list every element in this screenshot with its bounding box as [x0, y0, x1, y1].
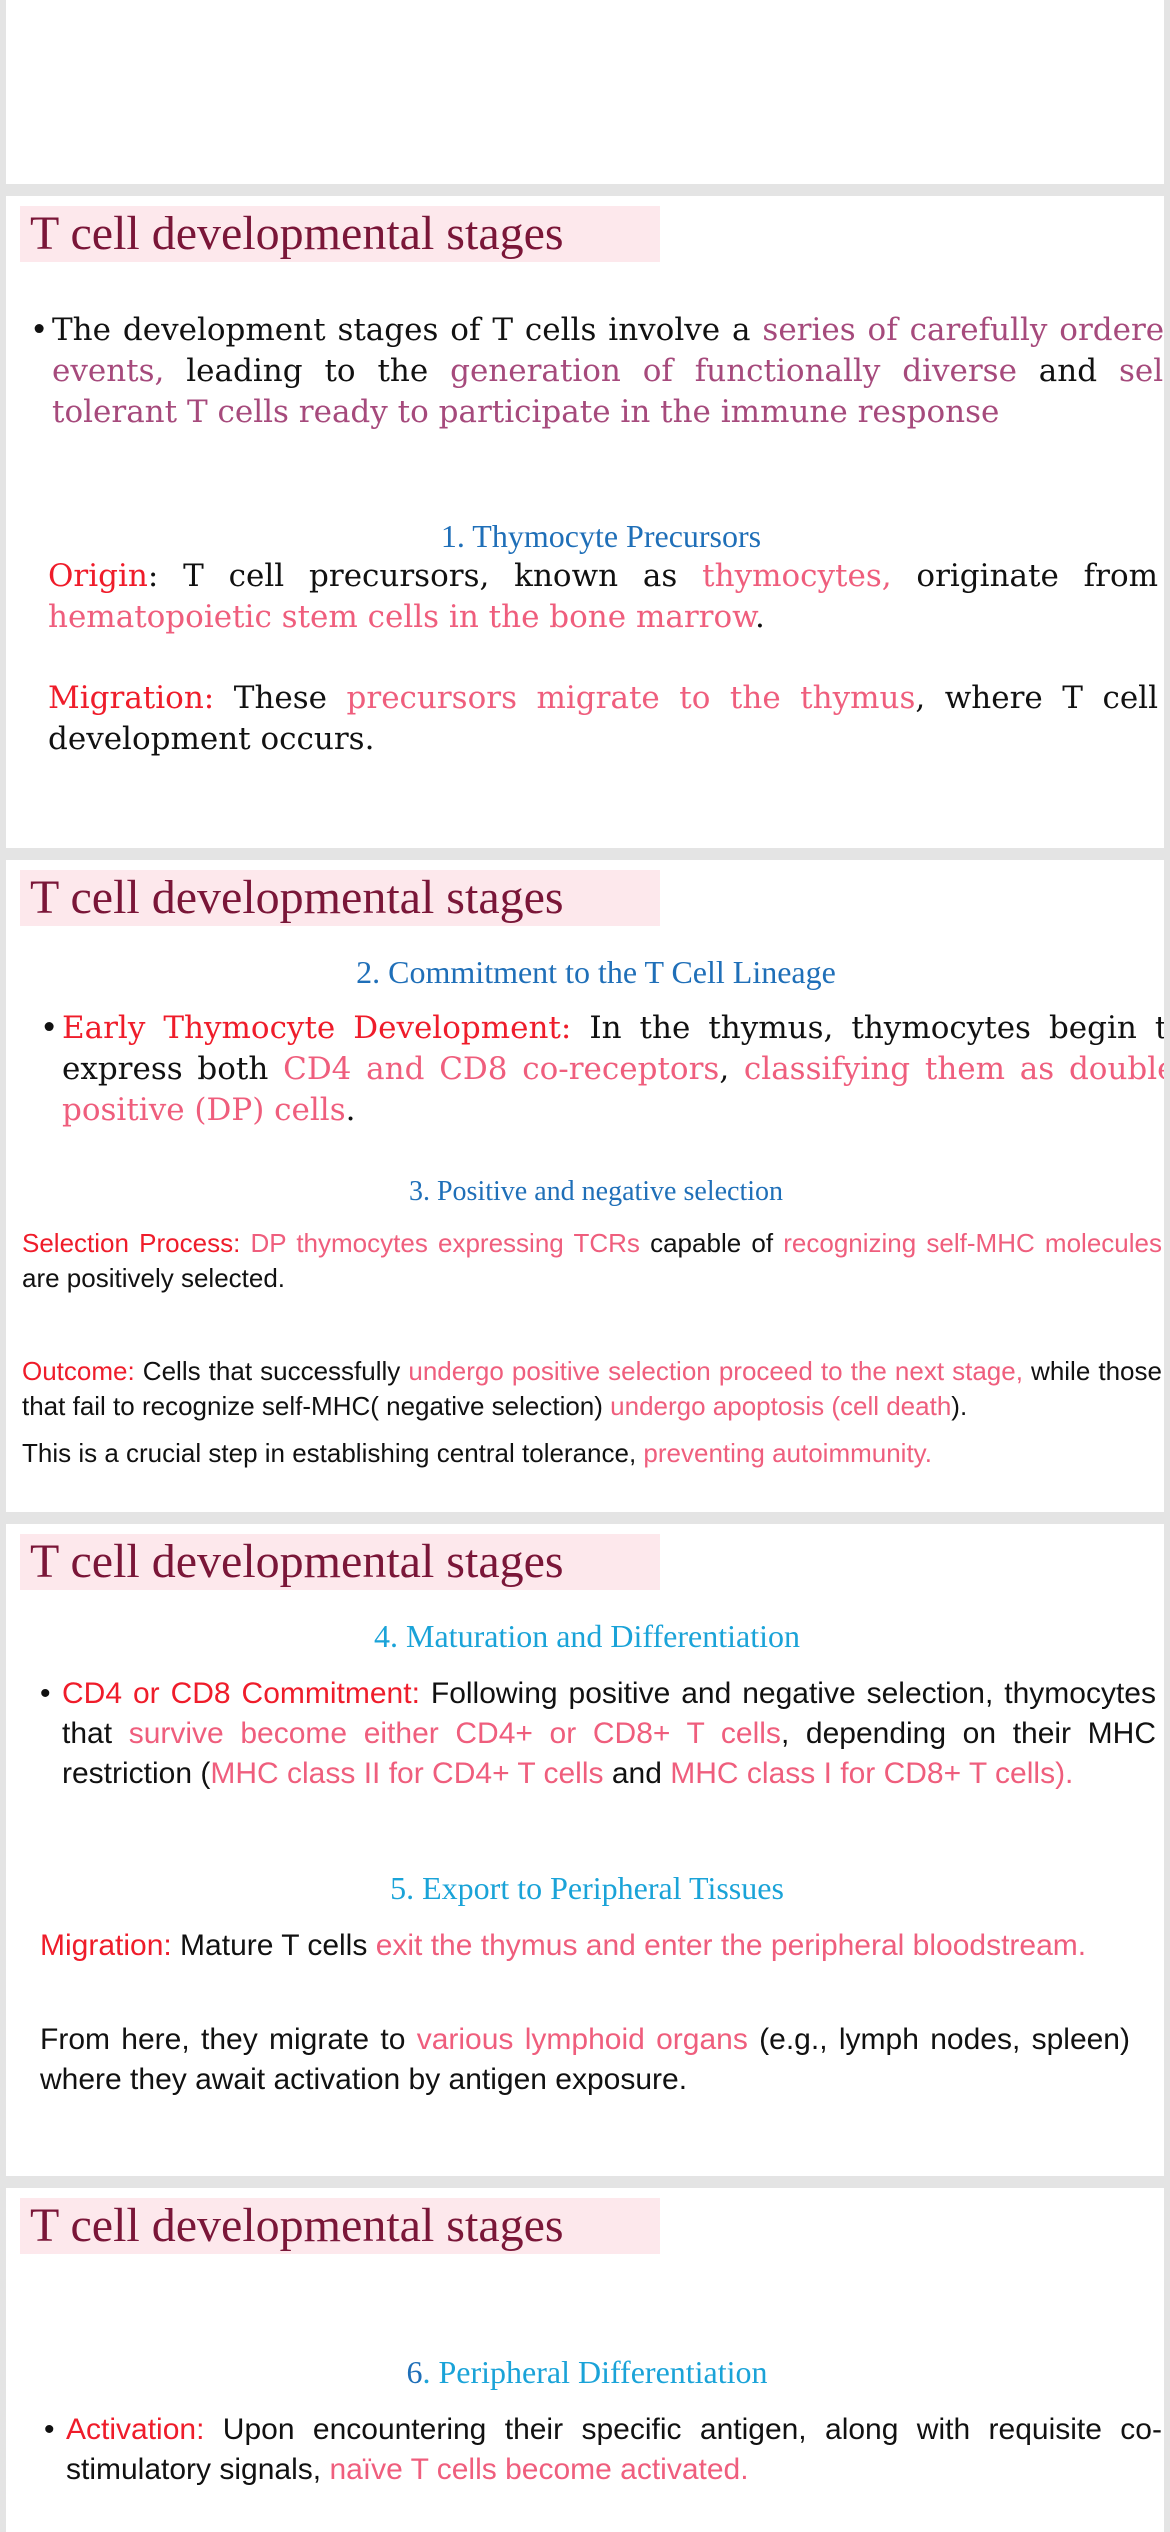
- slide-title: T cell developmental stages: [30, 1535, 564, 1588]
- origin-paragraph: Origin: T cell precursors, known as thym…: [48, 558, 1158, 635]
- export-migration-paragraph: Migration: Mature T cells exit the thymu…: [40, 1929, 1087, 1962]
- section-heading-peripheral: 6. Peripheral Differentiation: [406, 2354, 768, 2390]
- activation-label: Activation:: [66, 2413, 205, 2446]
- commitment-label: CD4 or CD8 Commitment:: [62, 1677, 420, 1710]
- intro-paragraph: The development stages of T cells involv…: [26, 310, 1164, 433]
- section-heading-commitment: 2. Commitment to the T Cell Lineage: [356, 954, 836, 990]
- section-heading-maturation: 4. Maturation and Differentiation: [374, 1618, 800, 1654]
- early-development-label: Early Thymocyte Development:: [62, 1010, 572, 1046]
- origin-label: Origin: [48, 558, 148, 594]
- tolerance-paragraph: This is a crucial step in establishing c…: [22, 1438, 932, 1468]
- section-heading-export: 5. Export to Peripheral Tissues: [390, 1870, 784, 1906]
- outcome-paragraph: Outcome: Cells that successfully undergo…: [22, 1356, 1162, 1421]
- slide-maturation-export: T cell developmental stages 4. Maturatio…: [6, 1524, 1164, 2176]
- title-band: [20, 870, 660, 926]
- export-migration-label: Migration:: [40, 1929, 172, 1962]
- title-band: [20, 2198, 660, 2254]
- title-band: [20, 206, 660, 262]
- title-band: [20, 1534, 660, 1590]
- migration-paragraph: Migration: These precursors migrate to t…: [48, 680, 1159, 757]
- outcome-label: Outcome:: [22, 1356, 135, 1386]
- section-heading-thymocyte-precursors: 1. Thymocyte Precursors: [440, 518, 762, 554]
- section-heading-selection: 3. Positive and negative selection: [408, 1176, 784, 1207]
- slide-thymocyte-precursors: T cell developmental stages The developm…: [6, 196, 1164, 848]
- slide-commitment-selection: T cell developmental stages 2. Commitmen…: [6, 860, 1164, 1512]
- slide-title: T cell developmental stages: [30, 2199, 564, 2252]
- slide-title: T cell developmental stages: [30, 871, 564, 924]
- lymphoid-paragraph: From here, they migrate to various lymph…: [40, 2023, 1130, 2096]
- slide-title: T cell developmental stages: [30, 207, 564, 260]
- activation-paragraph: Activation: Upon encountering their spec…: [40, 2410, 1162, 2490]
- selection-label: Selection Process:: [22, 1228, 241, 1258]
- commitment-paragraph: CD4 or CD8 Commitment: Following positiv…: [36, 1674, 1156, 1794]
- slide-blank: [6, 0, 1164, 184]
- selection-paragraph: Selection Process: DP thymocytes express…: [22, 1228, 1162, 1293]
- migration-label: Migration:: [48, 680, 215, 716]
- early-development-paragraph: Early Thymocyte Development: In the thym…: [36, 1008, 1164, 1131]
- slide-peripheral-differentiation: T cell developmental stages 6. Periphera…: [6, 2188, 1164, 2532]
